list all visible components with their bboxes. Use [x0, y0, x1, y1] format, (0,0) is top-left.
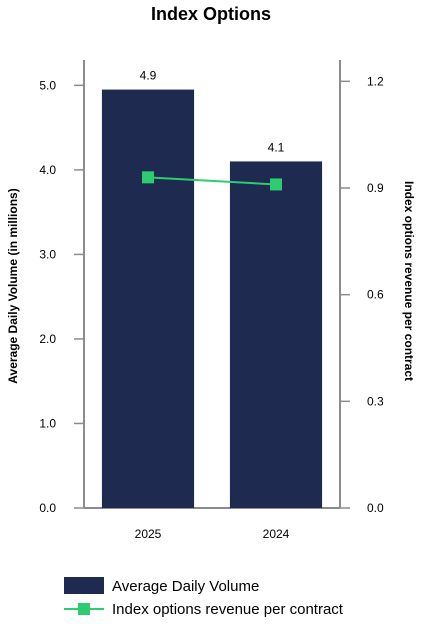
- bar: [101, 89, 195, 509]
- legend-label-bar: Average Daily Volume: [112, 578, 259, 595]
- y2-tick-label: 0.0: [367, 501, 384, 515]
- y-tick-label: 2.0: [39, 332, 56, 346]
- y2-tick-label: 0.3: [367, 394, 384, 408]
- bar-data-label: 4.1: [268, 140, 285, 154]
- legend: Average Daily Volume Index options reven…: [64, 577, 344, 618]
- y-tick-label: 3.0: [39, 247, 56, 261]
- legend-swatch-marker: [78, 603, 90, 615]
- bar: [229, 161, 323, 508]
- y-tick-label: 4.0: [39, 163, 56, 177]
- y-tick-label: 5.0: [39, 78, 56, 92]
- line-point: [142, 171, 154, 184]
- x-tick-label: 2025: [135, 527, 162, 541]
- y2-axis-title: Index options revenue per contract: [402, 181, 416, 381]
- y2-tick-label: 0.9: [367, 181, 384, 195]
- line-point: [270, 178, 282, 191]
- y-axis-title: Average Daily Volume (in millions): [6, 188, 20, 383]
- y2-tick-label: 0.6: [367, 288, 384, 302]
- y-tick-label: 1.0: [39, 416, 56, 430]
- bar-data-label: 4.9: [140, 69, 157, 83]
- y2-tick-label: 1.2: [367, 74, 384, 88]
- y-tick-label: 0.0: [39, 501, 56, 515]
- legend-label-line: Index options revenue per contract: [112, 601, 344, 618]
- legend-swatch-bar: [64, 577, 104, 594]
- series-line: [147, 176, 277, 186]
- chart-title: Index Options: [151, 4, 271, 24]
- x-tick-label: 2024: [263, 527, 290, 541]
